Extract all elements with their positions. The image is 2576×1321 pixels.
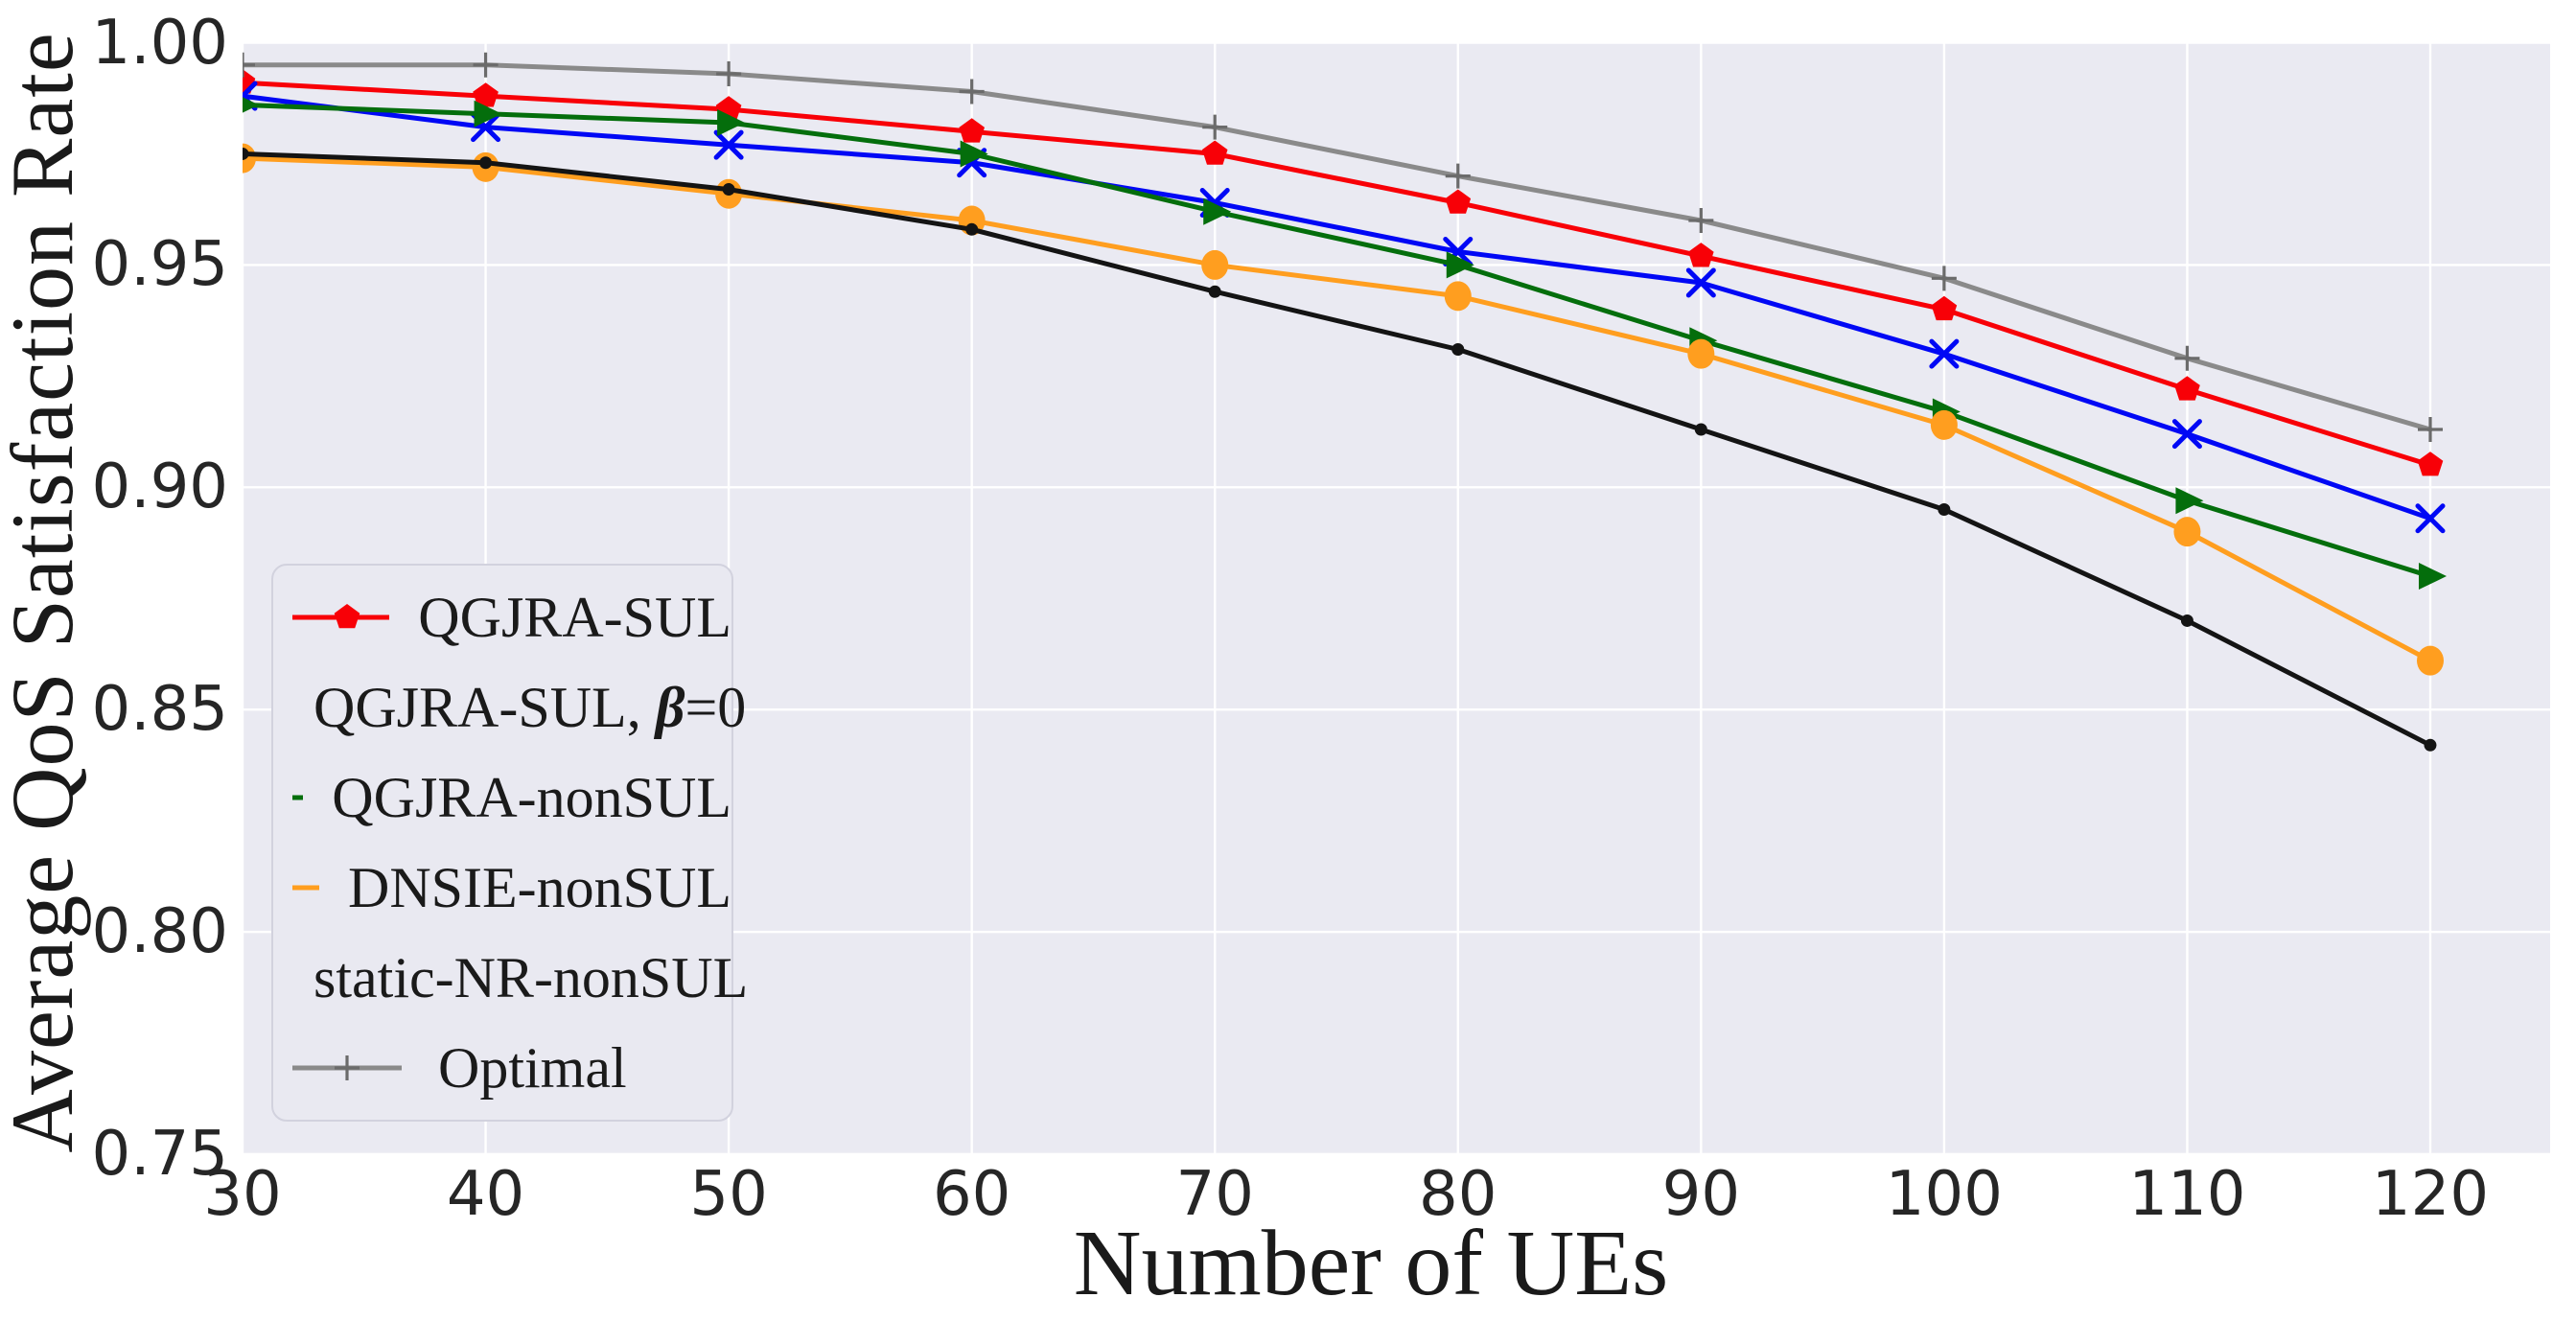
- x-tick-label: 70: [1175, 1159, 1254, 1230]
- legend-sample-pentagon: [292, 604, 390, 629]
- y-tick-label: 1.00: [91, 7, 229, 79]
- legend-item-qgjra-nonsul: QGJRA-nonSUL: [285, 753, 731, 842]
- y-tick-label: 0.80: [91, 896, 229, 968]
- legend-label: QGJRA-SUL, β=0: [313, 675, 747, 739]
- x-tick-label: 60: [932, 1159, 1011, 1230]
- legend-item-static-nr-nonsul: static-NR-nonSUL: [285, 934, 748, 1022]
- y-tick-label: 0.75: [91, 1119, 229, 1190]
- y-axis-label: Average QoS Satisfaction Rate: [0, 32, 91, 1153]
- legend-label: QGJRA-nonSUL: [332, 765, 731, 829]
- x-axis-label: Number of UEs: [1073, 1212, 1669, 1315]
- y-tick-label: 0.85: [91, 674, 229, 746]
- legend-label: Optimal: [438, 1035, 627, 1100]
- legend-item-optimal: Optimal: [285, 1024, 731, 1112]
- series-qgjra-nonsul: [243, 97, 2447, 591]
- x-tick-label: 30: [203, 1159, 282, 1230]
- series-qgjra-sul: [243, 69, 2444, 476]
- x-tick-label: 100: [1885, 1159, 2003, 1230]
- legend-label: DNSIE-nonSUL: [348, 855, 731, 919]
- y-tick-label: 0.90: [91, 452, 229, 523]
- series-optimal: [243, 52, 2443, 443]
- legend-label: static-NR-nonSUL: [313, 945, 749, 1009]
- legend-item-qgjra-sul: QGJRA-SUL: [285, 573, 731, 661]
- legend-sample-triangle-right: [292, 795, 304, 800]
- legend: QGJRA-SUL QGJRA-SUL, β=0 QGJRA-nonSUL DNSIE…: [271, 564, 748, 1122]
- gridlines: [241, 41, 2550, 1156]
- legend-item-qgjra-sul-0: QGJRA-SUL, β=0: [285, 663, 746, 752]
- x-tick-label: 50: [689, 1159, 768, 1230]
- x-tick-label: 110: [2128, 1159, 2246, 1230]
- legend-item-dnsie-nonsul: DNSIE-nonSUL: [285, 844, 731, 932]
- legend-sample-circle: [292, 885, 319, 891]
- x-tick-label: 120: [2371, 1159, 2490, 1230]
- legend-label: QGJRA-SUL: [418, 585, 731, 649]
- series-static-nr-nonsul: [243, 147, 2437, 752]
- x-tick-label: 90: [1661, 1159, 1741, 1230]
- x-tick-label: 40: [446, 1159, 525, 1230]
- y-tick-label: 0.95: [91, 229, 229, 301]
- x-tick-label: 80: [1419, 1159, 1497, 1230]
- series-dnsie-nonsul: [243, 143, 2444, 676]
- legend-sample-plus: [292, 1055, 402, 1080]
